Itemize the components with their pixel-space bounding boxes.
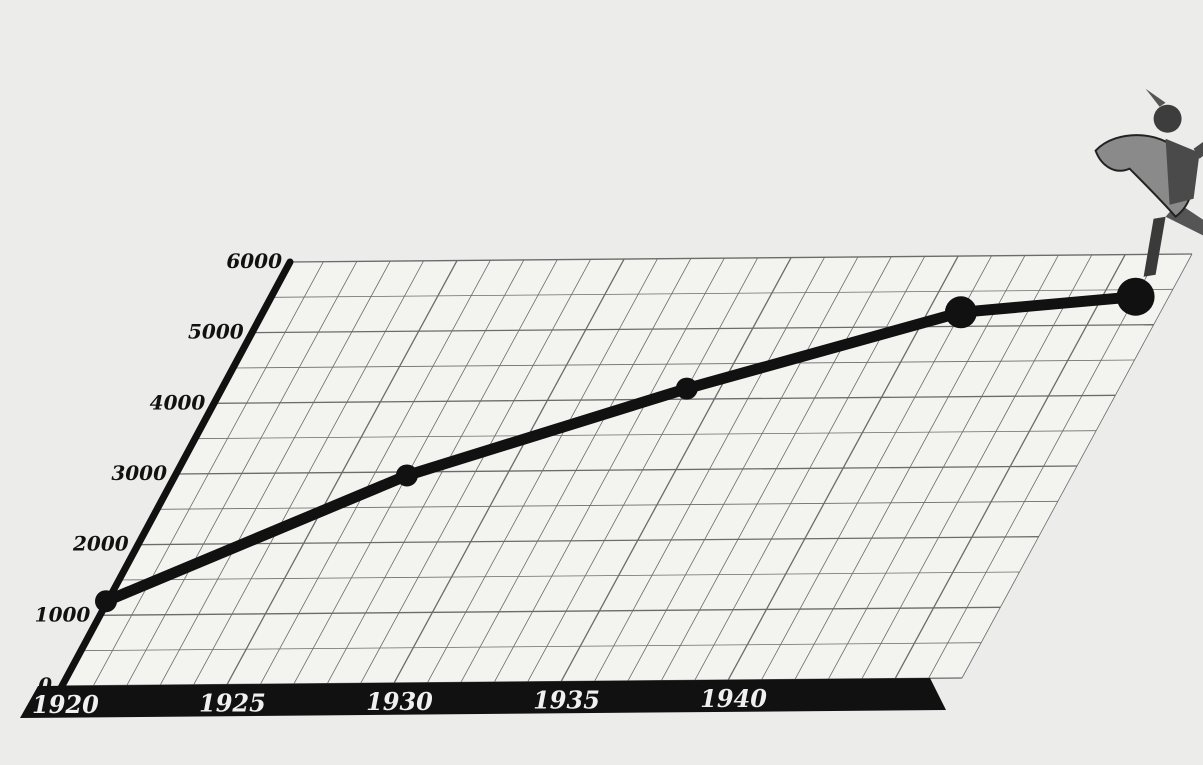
y-tick-label: 2000 xyxy=(72,532,129,556)
x-tick-label: 1925 xyxy=(199,689,266,718)
data-point xyxy=(1116,277,1155,316)
grid-line-horizontal xyxy=(232,359,1135,369)
grid-line-horizontal xyxy=(79,642,982,652)
grid-line-horizontal xyxy=(289,253,1193,263)
y-tick-label: 3000 xyxy=(111,461,167,485)
y-tick-label: 6000 xyxy=(226,249,282,273)
hermes-head xyxy=(1153,104,1182,133)
hermes-figure-with-caduceus-icon xyxy=(1094,88,1203,277)
data-point xyxy=(95,590,117,613)
y-axis-line xyxy=(44,258,294,716)
hermes-leg xyxy=(1143,216,1166,277)
grid-line-horizontal xyxy=(251,324,1154,334)
helmet-wing xyxy=(1145,88,1166,107)
y-tick-label: 1000 xyxy=(35,602,91,626)
x-tick-label: 1930 xyxy=(366,687,433,716)
hermes-figure-icon xyxy=(1094,88,1203,277)
y-tick-label: 5000 xyxy=(188,320,244,344)
x-tick-label: 1935 xyxy=(533,686,600,715)
chart-series xyxy=(95,277,1155,613)
grid-line-horizontal xyxy=(98,606,1001,616)
data-point xyxy=(944,296,977,329)
grid-line-horizontal xyxy=(194,430,1097,440)
y-tick-label: 0 xyxy=(38,673,52,697)
data-point xyxy=(395,464,418,487)
x-axis-band xyxy=(20,678,946,718)
grid-line-horizontal xyxy=(136,536,1039,546)
y-tick-label: 4000 xyxy=(150,390,206,414)
grid-line-horizontal xyxy=(117,571,1020,581)
grid-line-horizontal xyxy=(270,288,1173,298)
grid-line-horizontal xyxy=(155,500,1058,510)
grid-line-horizontal xyxy=(174,465,1078,475)
chart-axes xyxy=(20,258,946,718)
hermes-arm xyxy=(1193,141,1203,159)
x-tick-label: 1940 xyxy=(700,684,767,713)
chart-labels: 1920 1925 1930 1935 1940 0 1000 2000 3000 4000 500… xyxy=(32,249,767,719)
data-point xyxy=(675,377,698,400)
hermes-torso xyxy=(1165,138,1200,205)
x-tick-label: 1920 xyxy=(32,690,99,719)
